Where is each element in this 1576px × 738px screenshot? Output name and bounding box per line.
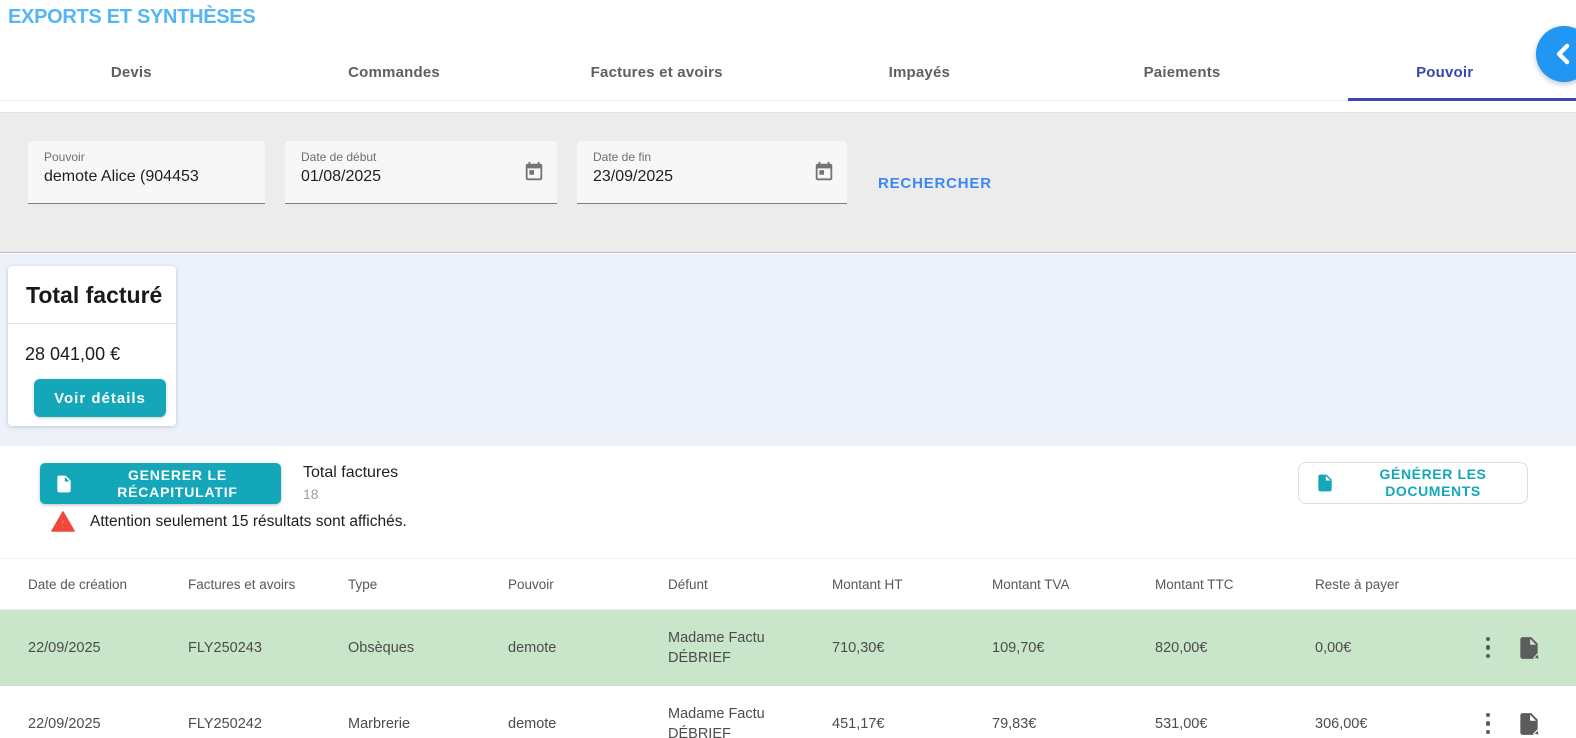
chevron-left-icon [1549, 39, 1576, 69]
cell-montant-ttc: 820,00€ [1155, 639, 1208, 656]
warning-triangle-icon [50, 510, 76, 534]
cell-montant-ht: 451,17€ [832, 715, 885, 732]
cell-number: FLY250242 [188, 715, 262, 732]
tab-paiements[interactable]: Paiements [1143, 63, 1221, 81]
date-debut-field[interactable]: Date de début 01/08/2025 [285, 141, 557, 204]
cell-type: Obsèques [348, 639, 415, 656]
col-montant-ht: Montant HT [832, 576, 903, 592]
kebab-menu-icon[interactable] [1482, 709, 1495, 738]
date-fin-field[interactable]: Date de fin 23/09/2025 [577, 141, 847, 204]
cell-type: Marbrerie [348, 715, 411, 732]
total-facture-card: Total facturé 28 041,00 € Voir détails [8, 266, 176, 426]
generate-documents-button[interactable]: GÉNÉRER LES DOCUMENTS [1298, 462, 1528, 504]
date-debut-field-label: Date de début [301, 150, 377, 164]
cell-montant-tva: 109,70€ [992, 639, 1045, 656]
calendar-icon[interactable] [523, 161, 545, 188]
col-montant-ttc: Montant TTC [1155, 576, 1234, 592]
generate-documents-label: GÉNÉRER LES DOCUMENTS [1379, 466, 1487, 499]
results-warning: Attention seulement 15 résultats sont af… [50, 510, 407, 534]
cell-reste-a-payer: 306,00€ [1315, 715, 1368, 732]
cell-number: FLY250243 [188, 639, 262, 656]
cell-date: 22/09/2025 [28, 715, 101, 732]
cell-montant-ht: 710,30€ [832, 639, 885, 656]
voir-details-button[interactable]: Voir détails [34, 379, 166, 417]
pouvoir-field-label: Pouvoir [44, 150, 85, 164]
cell-reste-a-payer: 0,00€ [1315, 639, 1352, 656]
col-type: Type [348, 576, 378, 592]
cell-defunt: Madame Factu DÉBRIEF [668, 705, 765, 738]
tab-pouvoir[interactable]: Pouvoir [1416, 63, 1474, 81]
tab-impayes[interactable]: Impayés [888, 63, 951, 81]
document-export-icon[interactable] [1516, 711, 1542, 737]
calendar-icon[interactable] [813, 161, 835, 188]
pouvoir-field[interactable]: Pouvoir demote Alice (904453 [28, 141, 265, 204]
tab-devis[interactable]: Devis [110, 63, 152, 81]
col-defunt: Défunt [668, 576, 708, 592]
document-icon [1315, 473, 1335, 493]
results-section: GENERER LE RÉCAPITULATIF Total factures … [0, 446, 1576, 738]
total-facture-title: Total facturé [26, 282, 163, 308]
cell-defunt: Madame Factu DÉBRIEF [668, 629, 765, 666]
date-debut-field-value[interactable]: 01/08/2025 [301, 168, 382, 185]
invoices-table: Date de création Factures et avoirs Type… [0, 558, 1576, 738]
table-row[interactable]: 22/09/2025 FLY250243 Obsèques demote Mad… [0, 610, 1576, 686]
col-montant-tva: Montant TVA [992, 576, 1070, 592]
tab-commandes[interactable]: Commandes [348, 63, 440, 81]
date-fin-field-label: Date de fin [593, 150, 652, 164]
warning-text: Attention seulement 15 résultats sont af… [90, 513, 407, 530]
col-pouvoir: Pouvoir [508, 576, 554, 592]
filter-panel: Pouvoir demote Alice (904453 Date de déb… [0, 112, 1576, 253]
kebab-menu-icon[interactable] [1482, 633, 1495, 663]
page-title: EXPORTS ET SYNTHÈSES [8, 6, 256, 28]
tab-bar: Devis Commandes Factures et avoirs Impay… [0, 44, 1576, 101]
collapse-panel-button[interactable] [1536, 26, 1576, 82]
total-facture-amount: 28 041,00 € [25, 344, 121, 364]
col-factures-avoirs: Factures et avoirs [188, 576, 296, 592]
active-tab-indicator [1348, 98, 1576, 101]
cell-pouvoir: demote [508, 639, 557, 656]
date-fin-field-value[interactable]: 23/09/2025 [593, 168, 674, 185]
summary-section: Total facturé 28 041,00 € Voir détails [0, 254, 1576, 446]
total-invoices-label: Total factures [303, 464, 399, 481]
generate-recap-button[interactable]: GENERER LE RÉCAPITULATIF [40, 463, 281, 504]
document-icon [54, 474, 74, 494]
cell-montant-ttc: 531,00€ [1155, 715, 1208, 732]
total-invoices: Total factures 18 [303, 464, 398, 502]
cell-pouvoir: demote [508, 715, 557, 732]
document-export-icon[interactable] [1516, 635, 1542, 661]
card-divider [8, 323, 176, 324]
cell-date: 22/09/2025 [28, 639, 101, 656]
col-reste-a-payer: Reste à payer [1315, 576, 1400, 592]
table-header-row: Date de création Factures et avoirs Type… [0, 558, 1576, 610]
generate-recap-label: GENERER LE RÉCAPITULATIF [117, 466, 238, 500]
cell-montant-tva: 79,83€ [992, 715, 1037, 732]
table-row[interactable]: 22/09/2025 FLY250242 Marbrerie demote Ma… [0, 686, 1576, 738]
pouvoir-field-value[interactable]: demote Alice (904453 [44, 168, 199, 185]
tab-factures-et-avoirs[interactable]: Factures et avoirs [590, 63, 723, 81]
col-date-creation: Date de création [28, 576, 128, 592]
total-invoices-count: 18 [303, 486, 319, 502]
search-button[interactable]: RECHERCHER [878, 175, 992, 192]
